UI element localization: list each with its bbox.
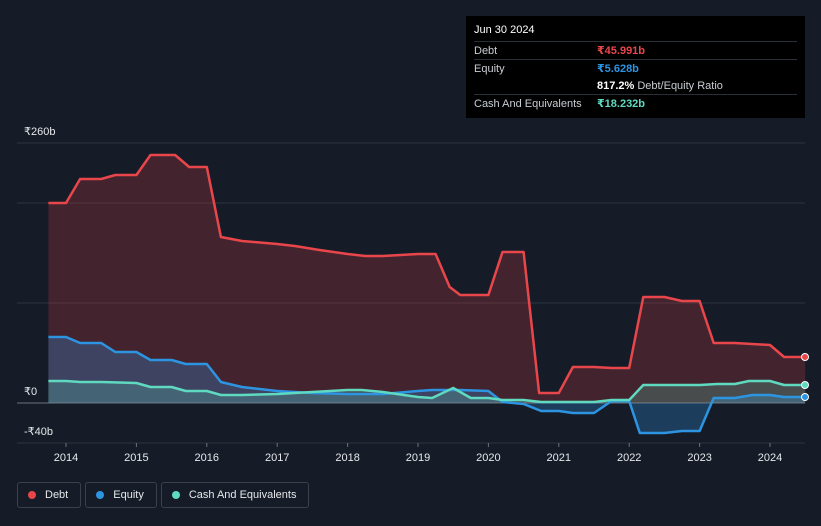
x-tick-label: 2024	[758, 452, 782, 464]
tooltip-value: ₹5.628b	[597, 63, 639, 75]
series-lines	[48, 153, 806, 435]
x-tick-label: 2018	[335, 452, 359, 464]
x-tick-label: 2021	[547, 452, 571, 464]
x-tick-label: 2023	[687, 452, 711, 464]
legend-label: Debt	[45, 489, 69, 501]
legend-item-cash[interactable]: Cash And Equivalents	[160, 482, 310, 508]
line-debt	[48, 153, 806, 395]
tooltip-value: ₹45.991b	[597, 45, 646, 57]
tooltip-date: Jun 30 2024	[474, 24, 535, 36]
y-tick-label: ₹0	[24, 386, 37, 398]
y-axis: ₹260b ₹0 -₹40b	[24, 126, 55, 438]
x-tick-label: 2014	[54, 452, 78, 464]
x-tick-label: 2017	[265, 452, 289, 464]
x-tick-label: 2022	[617, 452, 641, 464]
legend-label: Cash And Equivalents	[188, 489, 297, 501]
x-tick-label: 2016	[195, 452, 219, 464]
legend-dot-icon	[171, 491, 180, 499]
tooltip-label: Debt	[474, 44, 498, 57]
legend-item-debt[interactable]: Debt	[17, 482, 82, 508]
tooltip-row-cash: Cash And Equivalents ₹18.232b	[474, 94, 797, 112]
grid-lines	[17, 142, 805, 444]
tooltip-label: Equity	[474, 62, 505, 75]
x-axis: 2014 2015 2016 2017 2018 2019 2020 2021 2022 2023…	[54, 443, 782, 464]
legend-item-equity[interactable]: Equity	[85, 482, 157, 508]
line-cash-and-equivalents	[48, 379, 806, 404]
tooltip-label: Cash And Equivalents	[474, 97, 582, 110]
tooltip-value: ₹18.232b	[597, 98, 646, 110]
area-cash-and-equivalents	[48, 381, 806, 403]
x-tick-label: 2019	[406, 452, 430, 464]
tooltip-row-ratio: 817.2% Debt/Equity Ratio	[474, 77, 797, 94]
y-tick-label: -₹40b	[24, 426, 53, 438]
legend-dot-icon	[96, 491, 105, 499]
y-tick-label: ₹260b	[24, 126, 55, 138]
series-areas	[48, 155, 806, 433]
tooltip-ratio-label: Debt/Equity Ratio	[637, 79, 723, 92]
line-equity	[48, 335, 806, 435]
tooltip: Jun 30 2024 Debt ₹45.991b Equity ₹5.628b…	[466, 16, 805, 118]
x-tick-label: 2020	[476, 452, 500, 464]
tooltip-row-equity: Equity ₹5.628b	[474, 59, 797, 77]
legend: Debt Equity Cash And Equivalents	[17, 482, 310, 508]
endpoint-debt	[801, 353, 809, 361]
tooltip-value: 817.2%	[597, 79, 635, 92]
endpoint-equity	[801, 393, 809, 401]
tooltip-row-debt: Debt ₹45.991b	[474, 41, 797, 59]
legend-dot-icon	[28, 491, 36, 499]
area-debt	[48, 155, 806, 403]
endpoint-cash-and-equivalents	[801, 381, 809, 389]
area-equity	[48, 337, 806, 433]
legend-label: Equity	[113, 489, 144, 501]
x-tick-label: 2015	[124, 452, 148, 464]
series-endpoints	[801, 353, 809, 401]
